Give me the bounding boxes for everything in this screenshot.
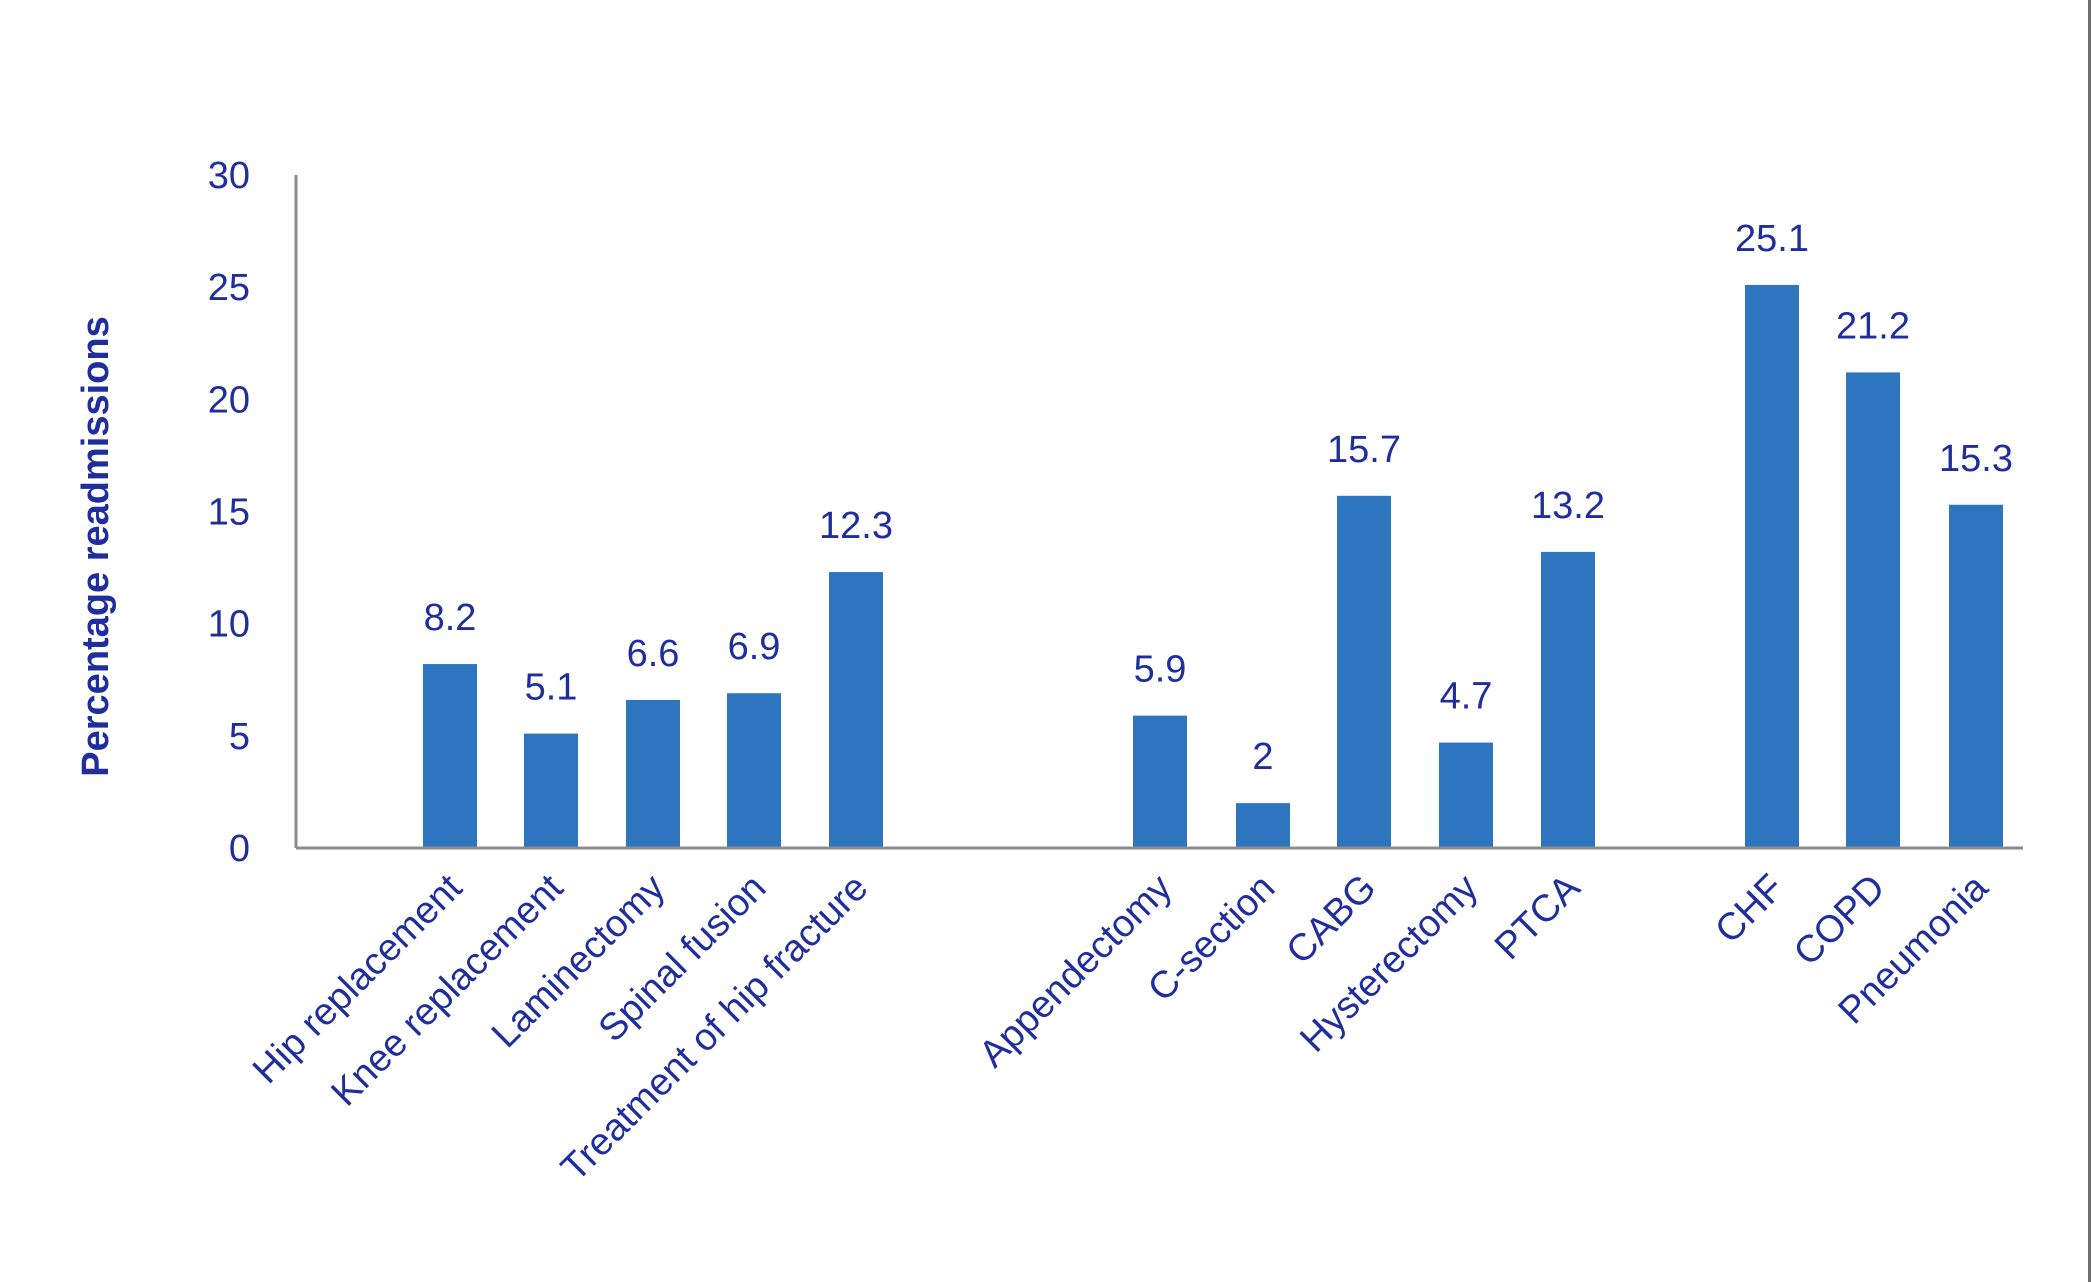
y-tick-label: 5 <box>229 716 250 758</box>
data-label: 6.9 <box>728 626 781 668</box>
data-label: 25.1 <box>1735 218 1809 260</box>
data-label: 8.2 <box>424 597 477 639</box>
x-category-label: CHF <box>1707 867 1792 952</box>
bar <box>524 733 578 848</box>
bar <box>626 699 680 848</box>
data-label: 6.6 <box>627 633 680 675</box>
bar <box>1337 495 1391 848</box>
y-tick-label: 30 <box>208 155 250 197</box>
bar <box>1846 372 1900 848</box>
bar <box>1439 742 1493 848</box>
bar <box>1745 284 1799 848</box>
data-label: 4.7 <box>1440 676 1493 718</box>
data-label: 5.1 <box>525 667 578 709</box>
data-label: 5.9 <box>1134 649 1187 691</box>
data-label: 2 <box>1252 736 1273 778</box>
bar <box>727 693 781 848</box>
x-category-label: PTCA <box>1487 866 1589 968</box>
y-tick-label: 20 <box>208 379 250 421</box>
bar <box>829 572 883 848</box>
bar <box>1236 803 1290 848</box>
data-label: 15.7 <box>1327 429 1401 471</box>
y-tick-label: 15 <box>208 492 250 534</box>
data-label: 21.2 <box>1836 305 1910 347</box>
y-axis-title: Percentage readmissions <box>75 316 117 776</box>
bar <box>1541 551 1595 848</box>
bar <box>1949 504 2003 848</box>
x-category-label: Hysterectomy <box>1292 867 1486 1061</box>
data-label: 12.3 <box>819 505 893 547</box>
y-axis-ticks: 0 5 10 15 20 25 30 <box>208 155 250 870</box>
data-label: 15.3 <box>1939 438 2013 480</box>
bar <box>1133 715 1187 848</box>
bars <box>423 284 2003 848</box>
bar <box>423 664 477 848</box>
y-tick-label: 10 <box>208 604 250 646</box>
data-label: 13.2 <box>1531 485 1605 527</box>
y-tick-label: 25 <box>208 267 250 309</box>
data-labels: 8.2 5.1 6.6 6.9 12.3 5.9 2 15.7 4.7 13.2 25.1 21.2 1… <box>424 218 2013 778</box>
y-tick-label: 0 <box>229 828 250 870</box>
